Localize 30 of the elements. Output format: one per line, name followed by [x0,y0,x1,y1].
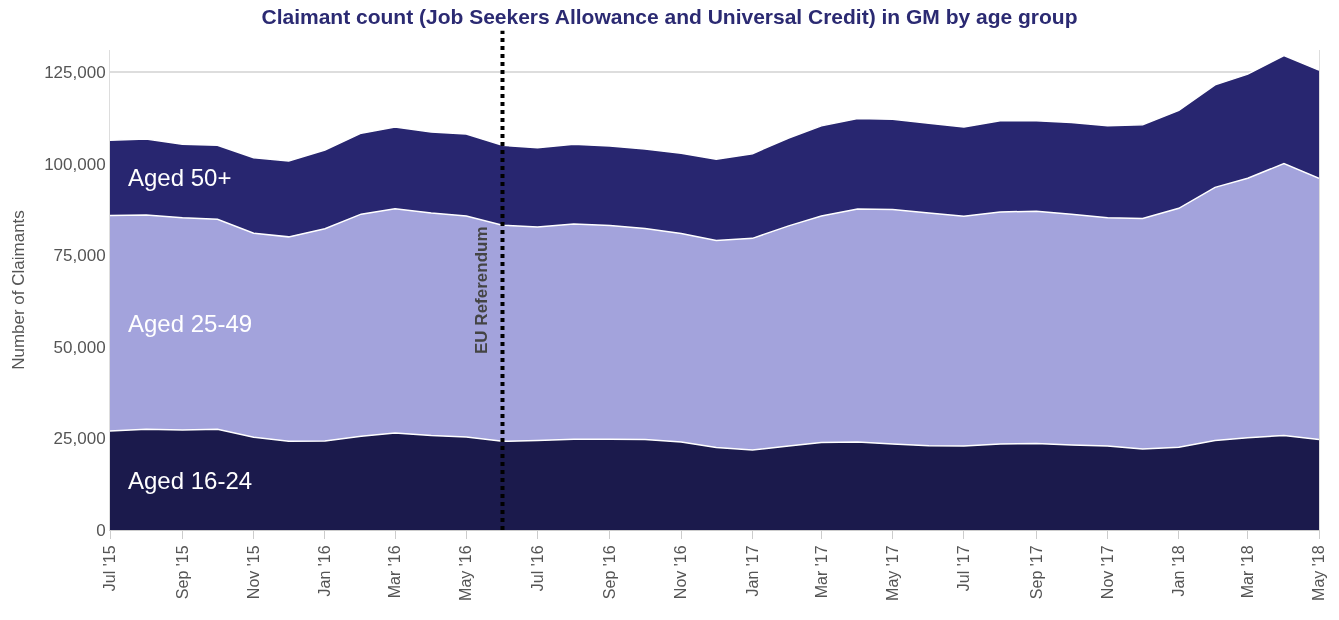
series-label: Aged 25-49 [128,310,253,337]
x-tick-label: Nov '16 [672,545,690,600]
x-tick-label: Sep '15 [173,545,191,600]
x-tick-label: Jan '18 [1170,545,1188,597]
x-tick-label: Sep '16 [601,545,619,600]
x-tick-label: Jan '17 [743,545,761,597]
x-tick-label: May '17 [883,545,901,601]
y-tick-label: 75,000 [53,246,106,266]
x-tick-label: Jul '16 [528,545,546,592]
x-tick-label: Mar '16 [386,545,404,599]
y-tick-label: 25,000 [53,429,106,449]
x-tick-label: Sep '17 [1027,545,1045,600]
series-label: Aged 50+ [128,164,232,191]
y-tick-label: 125,000 [44,62,106,82]
x-tick-label: May '16 [457,545,475,601]
y-tick-label: 50,000 [53,337,106,357]
y-tick-label: 0 [96,520,106,540]
series-label: Aged 16-24 [128,467,253,494]
x-tick-label: Nov '15 [244,545,262,600]
x-tick-label: Jul '17 [955,545,973,592]
x-tick-label: Nov '17 [1098,545,1116,600]
y-tick-label: 100,000 [44,154,106,174]
x-tick-label: Mar '17 [812,545,830,599]
x-tick-label: May '18 [1310,545,1328,601]
chart-title: Claimant count (Job Seekers Allowance and Universal Credit) in GM by age group [261,5,1078,28]
ref-line-label: EU Referendum [471,226,491,354]
y-axis-title: Number of Claimants [8,210,28,370]
x-tick-label: Jan '16 [316,545,334,597]
x-tick-label: Jul '15 [101,545,119,592]
x-tick-label: Mar '18 [1238,545,1256,599]
